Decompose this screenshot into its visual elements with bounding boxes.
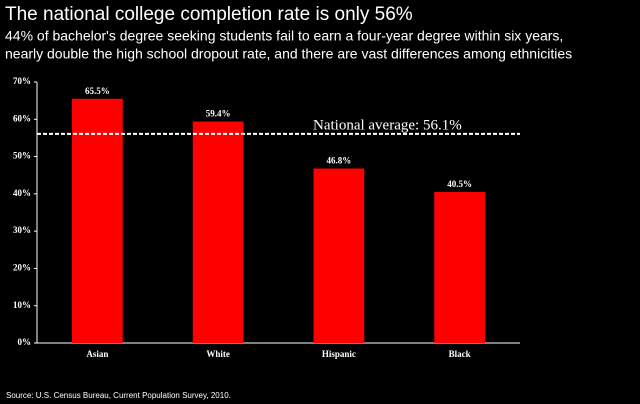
y-tick-label: 20% [13,262,31,272]
chart-subtitle: 44% of bachelor's degree seeking student… [5,28,563,44]
source-note: Source: U.S. Census Bureau, Current Popu… [6,391,231,400]
value-label: 59.4% [206,109,231,119]
y-tick-label: 60% [13,113,31,123]
bar [192,121,244,343]
y-tick-label: 0% [18,337,32,347]
x-tick-label: White [206,349,230,359]
y-tick-label: 30% [13,225,31,235]
reference-label: National average: 56.1% [313,117,462,133]
bar [313,168,365,343]
bar [434,191,485,343]
value-label: 40.5% [447,179,472,189]
chart-title: The national college completion rate is … [5,4,413,25]
y-tick-label: 70% [13,76,31,86]
y-tick-label: 10% [13,300,31,310]
x-tick-label: Asian [86,349,108,359]
y-tick-label: 40% [13,188,31,198]
x-tick-label: Black [449,349,471,359]
value-label: 65.5% [85,86,110,96]
bar [72,98,123,344]
x-tick-label: Hispanic [322,349,356,359]
chart-subtitle: nearly double the high school dropout ra… [5,46,572,62]
value-label: 46.8% [327,156,352,166]
y-tick-label: 50% [13,151,31,161]
